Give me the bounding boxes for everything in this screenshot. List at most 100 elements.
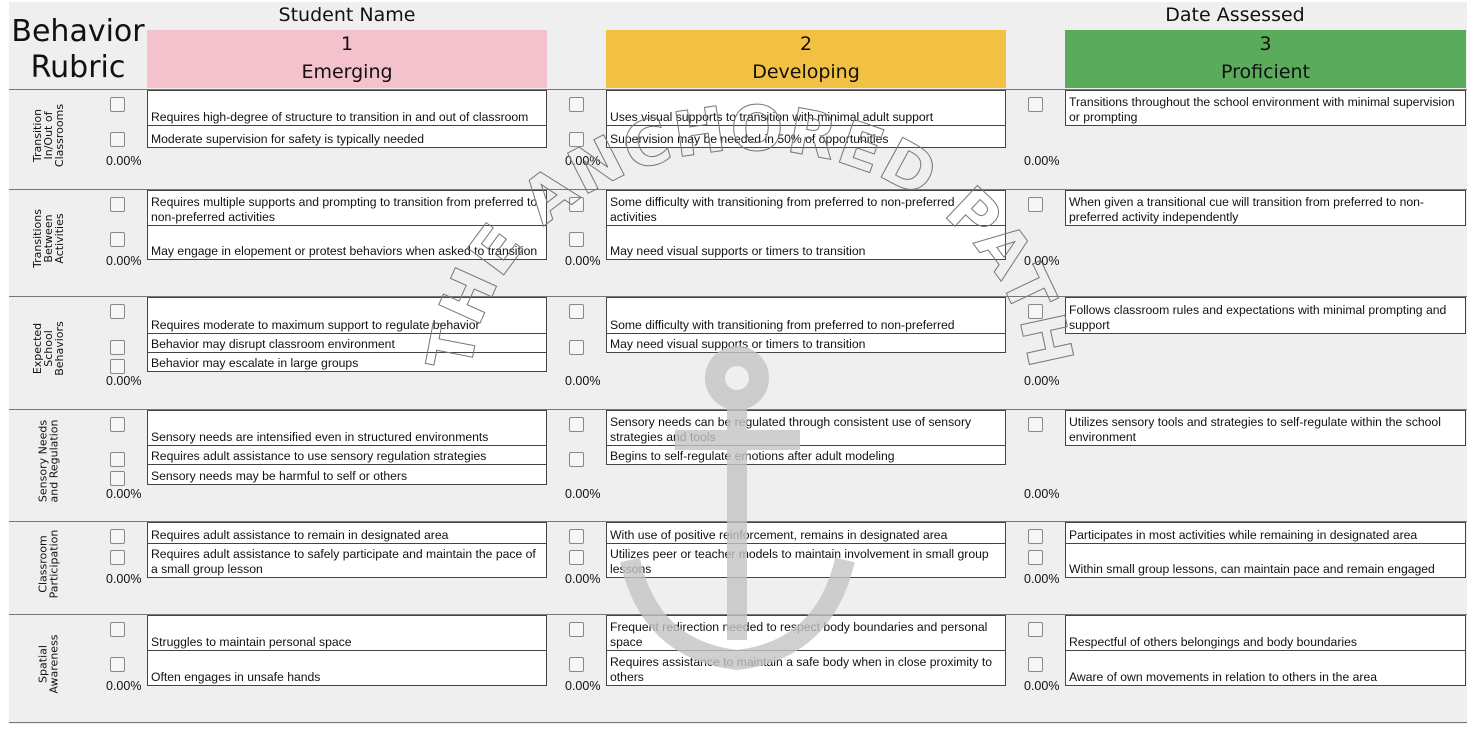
rubric-item-text: Follows classroom rules and expectations… — [1069, 303, 1447, 332]
item-checkbox[interactable] — [547, 410, 606, 445]
checkbox-square-icon[interactable] — [1028, 529, 1043, 544]
item-checkbox[interactable] — [88, 543, 147, 577]
item-checkbox[interactable] — [547, 650, 606, 685]
checkbox-square-icon[interactable] — [110, 340, 125, 355]
item-checkbox[interactable] — [88, 333, 147, 355]
checkbox-square-icon[interactable] — [110, 657, 125, 672]
checkbox-square-icon[interactable] — [1028, 657, 1043, 672]
item-checkbox[interactable] — [1006, 297, 1065, 333]
checkbox-square-icon[interactable] — [110, 452, 125, 467]
item-checkbox[interactable] — [88, 650, 147, 685]
checkbox-square-icon[interactable] — [1028, 304, 1043, 319]
rubric-item: Sensory needs are intensified even in st… — [147, 410, 547, 446]
item-checkbox[interactable] — [547, 225, 606, 259]
rubric-item-text: Aware of own movements in relation to ot… — [1069, 669, 1378, 684]
date-assessed-label[interactable]: Date Assessed — [1165, 4, 1305, 26]
rubric-item: Requires adult assistance to use sensory… — [147, 445, 547, 465]
level-percent: 0.00% — [106, 154, 142, 168]
checkbox-square-icon[interactable] — [1028, 550, 1043, 565]
item-checkbox[interactable] — [1006, 522, 1065, 544]
checkbox-square-icon[interactable] — [110, 529, 125, 544]
level-percent: 0.00% — [1024, 374, 1060, 388]
item-checkbox[interactable] — [547, 333, 606, 355]
checkbox-square-icon[interactable] — [110, 359, 125, 374]
item-checkbox[interactable] — [547, 522, 606, 544]
level-percent: 0.00% — [106, 572, 142, 586]
checkbox-square-icon[interactable] — [569, 232, 584, 247]
item-checkbox[interactable] — [88, 410, 147, 445]
checkbox-square-icon[interactable] — [569, 529, 584, 544]
rubric-item-text: Participates in most activities while re… — [1069, 527, 1418, 542]
rubric-item-text: Some difficulty with transitioning from … — [610, 317, 955, 332]
rubric-item-text: Requires adult assistance to safely part… — [151, 547, 536, 576]
rubric-item-text: Behavior may disrupt classroom environme… — [151, 336, 395, 351]
rubric-item-text: Requires high-degree of structure to tra… — [151, 109, 529, 124]
item-checkbox[interactable] — [88, 522, 147, 544]
checkbox-square-icon[interactable] — [569, 657, 584, 672]
item-checkbox[interactable] — [547, 125, 606, 147]
item-checkbox[interactable] — [1006, 410, 1065, 445]
checkbox-square-icon[interactable] — [110, 550, 125, 565]
checkbox-square-icon[interactable] — [569, 452, 584, 467]
item-checkbox[interactable] — [1006, 615, 1065, 650]
title-line-1: Behavior — [11, 14, 145, 49]
rubric-title: Behavior Rubric — [9, 14, 147, 86]
item-checkbox[interactable] — [88, 125, 147, 147]
item-checkbox[interactable] — [88, 615, 147, 650]
checkbox-square-icon[interactable] — [110, 622, 125, 637]
checkbox-square-icon[interactable] — [110, 132, 125, 147]
checkbox-square-icon[interactable] — [569, 197, 584, 212]
item-checkbox[interactable] — [88, 225, 147, 259]
item-checkbox[interactable] — [88, 90, 147, 125]
student-name-label[interactable]: Student Name — [278, 4, 416, 26]
level-percent: 0.00% — [565, 572, 601, 586]
item-checkbox[interactable] — [547, 90, 606, 125]
section-divider — [9, 189, 1467, 190]
checkbox-square-icon[interactable] — [1028, 622, 1043, 637]
checkbox-square-icon[interactable] — [569, 622, 584, 637]
item-checkbox[interactable] — [1006, 543, 1065, 577]
level-percent: 0.00% — [106, 374, 142, 388]
rubric-item-text: Utilizes peer or teacher models to maint… — [610, 547, 989, 576]
checkbox-square-icon[interactable] — [569, 340, 584, 355]
checkbox-square-icon[interactable] — [1028, 417, 1043, 432]
rubric-item: May need visual supports or timers to tr… — [606, 225, 1006, 260]
item-checkbox[interactable] — [547, 297, 606, 333]
rubric-item: Some difficulty with transitioning from … — [606, 297, 1006, 334]
item-checkbox[interactable] — [88, 190, 147, 225]
rubric-item: Moderate supervision for safety is typic… — [147, 125, 547, 148]
checkbox-square-icon[interactable] — [110, 97, 125, 112]
checkbox-square-icon[interactable] — [569, 550, 584, 565]
level-percent: 0.00% — [565, 487, 601, 501]
checkbox-square-icon[interactable] — [110, 232, 125, 247]
rubric-item: May need visual supports or timers to tr… — [606, 333, 1006, 353]
rubric-item-text: Requires moderate to maximum support to … — [151, 317, 480, 332]
checkbox-square-icon[interactable] — [569, 97, 584, 112]
item-checkbox[interactable] — [88, 352, 147, 374]
item-checkbox[interactable] — [547, 615, 606, 650]
checkbox-square-icon[interactable] — [110, 471, 125, 486]
item-checkbox[interactable] — [88, 464, 147, 486]
checkbox-square-icon[interactable] — [110, 304, 125, 319]
checkbox-square-icon[interactable] — [569, 304, 584, 319]
rubric-item-text: Some difficulty with transitioning from … — [610, 195, 955, 224]
checkbox-square-icon[interactable] — [1028, 97, 1043, 112]
checkbox-square-icon[interactable] — [110, 417, 125, 432]
level-percent: 0.00% — [1024, 254, 1060, 268]
item-checkbox[interactable] — [88, 445, 147, 467]
item-checkbox[interactable] — [1006, 650, 1065, 685]
item-checkbox[interactable] — [547, 445, 606, 467]
checkbox-square-icon[interactable] — [1028, 197, 1043, 212]
item-checkbox[interactable] — [547, 190, 606, 225]
item-checkbox[interactable] — [88, 297, 147, 333]
rubric-item: With use of positive reinforcement, rema… — [606, 522, 1006, 544]
level-percent: 0.00% — [106, 254, 142, 268]
rubric-item: Requires moderate to maximum support to … — [147, 297, 547, 334]
checkbox-square-icon[interactable] — [110, 197, 125, 212]
item-checkbox[interactable] — [547, 543, 606, 577]
item-checkbox[interactable] — [1006, 190, 1065, 225]
checkbox-square-icon[interactable] — [569, 417, 584, 432]
checkbox-square-icon[interactable] — [569, 132, 584, 147]
item-checkbox[interactable] — [1006, 90, 1065, 125]
